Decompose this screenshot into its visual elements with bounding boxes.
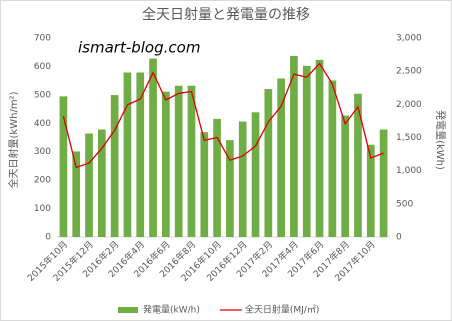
bar [379, 129, 388, 237]
y-tick-label: 100 [34, 204, 51, 214]
bar [341, 115, 350, 237]
y-tick-label: 0 [45, 233, 51, 243]
bar [72, 151, 81, 237]
bar [277, 78, 285, 237]
bar [328, 80, 337, 237]
y-tick-label: 500 [34, 90, 51, 100]
bar [264, 89, 273, 238]
bar [110, 95, 119, 238]
y-tick-label: 400 [34, 119, 51, 129]
bar [315, 59, 324, 237]
bar [97, 129, 106, 237]
bar [238, 121, 247, 237]
legend-swatch [118, 307, 138, 313]
bar [290, 55, 298, 237]
bar [136, 72, 145, 237]
y2-tick-label: 2,000 [396, 100, 422, 110]
chart-title: 全天日射量と発電量の推移 [142, 6, 310, 23]
bar [302, 65, 311, 237]
y2-tick-label: 3,000 [396, 34, 422, 44]
bar [174, 85, 183, 237]
legend-label: 発電量(kW/h) [143, 304, 200, 316]
bar [226, 140, 234, 237]
watermark: ismart-blog.com [78, 39, 200, 57]
bar [162, 91, 170, 237]
bar [123, 72, 132, 237]
line [62, 62, 384, 169]
y2-tick-label: 1,500 [396, 133, 422, 143]
y2-tick-label: 0 [396, 233, 402, 243]
y-tick-label: 300 [34, 147, 51, 157]
bar [200, 132, 209, 237]
y-tick-label: 200 [34, 176, 51, 186]
y2-tick-label: 500 [396, 199, 413, 209]
y2-tick-label: 1,000 [396, 166, 422, 176]
bar [366, 144, 375, 237]
bar [354, 93, 362, 237]
bar [213, 118, 221, 237]
y-tick-label: 600 [34, 62, 51, 72]
legend-label: 全天日射量(MJ/㎡) [245, 304, 319, 316]
y-axis-title: 全天日射量(kWh/m²) [7, 91, 20, 188]
y2-tick-label: 2,500 [396, 67, 422, 77]
bar [85, 133, 93, 237]
bar [187, 85, 196, 237]
bar [59, 96, 68, 237]
y2-axis-title: 発電量(kWh) [434, 110, 447, 170]
bar [149, 58, 157, 238]
bar [251, 112, 260, 237]
y-tick-label: 700 [34, 34, 51, 44]
